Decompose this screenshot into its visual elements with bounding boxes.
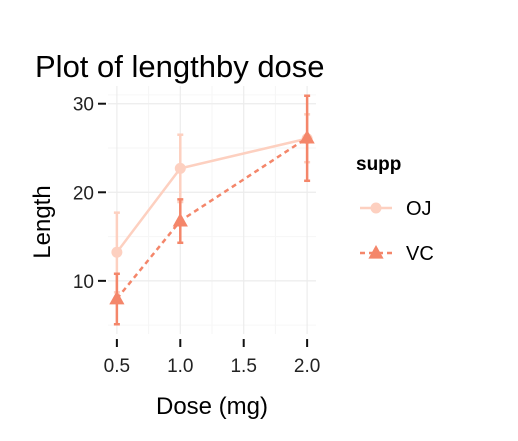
legend-item-oj: OJ xyxy=(360,198,432,220)
legend-marker xyxy=(370,202,382,214)
x-tick-label: 1.5 xyxy=(230,356,256,377)
data-point xyxy=(172,212,188,227)
data-point xyxy=(174,162,186,174)
y-tick-label: 10 xyxy=(73,272,94,293)
data-point xyxy=(111,246,123,258)
y-tick-label: 20 xyxy=(73,183,94,204)
y-tick-label: 30 xyxy=(73,95,94,116)
data-point xyxy=(109,290,125,305)
legend-marker xyxy=(368,245,384,259)
series-layer xyxy=(109,94,315,326)
legend-label: VC xyxy=(406,243,434,265)
legend-title: supp xyxy=(356,154,401,175)
series-vc xyxy=(109,94,315,326)
x-tick-label: 2.0 xyxy=(294,356,320,377)
x-tick-label: 0.5 xyxy=(104,356,130,377)
legend-item-vc: VC xyxy=(360,243,434,265)
legend-label: OJ xyxy=(406,198,432,220)
y-axis-title: Length xyxy=(29,185,56,258)
data-point xyxy=(299,129,315,144)
legend: supp OJ VC xyxy=(356,154,434,265)
x-axis-title: Dose (mg) xyxy=(156,393,268,420)
chart-title: Plot of lengthby dose xyxy=(35,49,325,84)
x-tick-label: 1.0 xyxy=(167,356,193,377)
axes: 10 20 30 0.5 1.0 1.5 2.0 xyxy=(73,95,320,377)
